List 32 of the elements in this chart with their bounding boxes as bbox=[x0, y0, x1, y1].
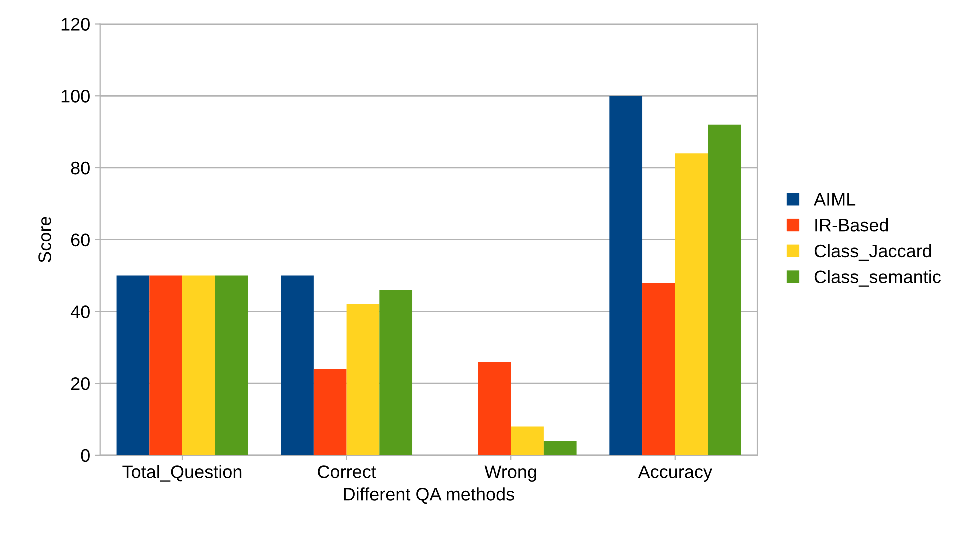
x-axis-title: Different QA methods bbox=[344, 488, 514, 504]
x-tick-label: Accuracy bbox=[638, 466, 712, 482]
y-tick-label: 20 bbox=[71, 378, 90, 390]
y-tick-label: 80 bbox=[71, 162, 90, 175]
bar bbox=[116, 276, 150, 456]
bar bbox=[281, 276, 314, 456]
bar bbox=[380, 290, 413, 456]
bar bbox=[642, 282, 676, 456]
y-tick-label: 40 bbox=[70, 306, 90, 318]
bar bbox=[314, 369, 347, 456]
legend-label: AIML bbox=[814, 193, 856, 206]
y-tick-label: 100 bbox=[62, 90, 90, 103]
bar bbox=[150, 276, 183, 456]
x-tick-label: Wrong bbox=[484, 466, 536, 482]
bar bbox=[511, 426, 544, 456]
legend-label: Class_semantic bbox=[814, 270, 941, 287]
x-tick-label: Total_Question bbox=[122, 465, 242, 482]
y-axis-title: Score bbox=[38, 217, 52, 263]
bar bbox=[215, 276, 248, 456]
y-tick-label: 60 bbox=[71, 234, 90, 247]
bar bbox=[346, 304, 380, 456]
bar bbox=[478, 362, 512, 456]
legend-label: IR-Based bbox=[816, 218, 888, 232]
bar bbox=[610, 96, 643, 456]
bar bbox=[708, 124, 742, 456]
legend-label: Class_Jaccard bbox=[814, 244, 932, 262]
bar bbox=[675, 154, 708, 456]
bar bbox=[182, 276, 216, 456]
y-tick-label: 0 bbox=[81, 449, 90, 462]
x-tick-label: Correct bbox=[318, 466, 376, 478]
y-tick-label: 120 bbox=[62, 18, 90, 31]
bar bbox=[544, 441, 577, 456]
